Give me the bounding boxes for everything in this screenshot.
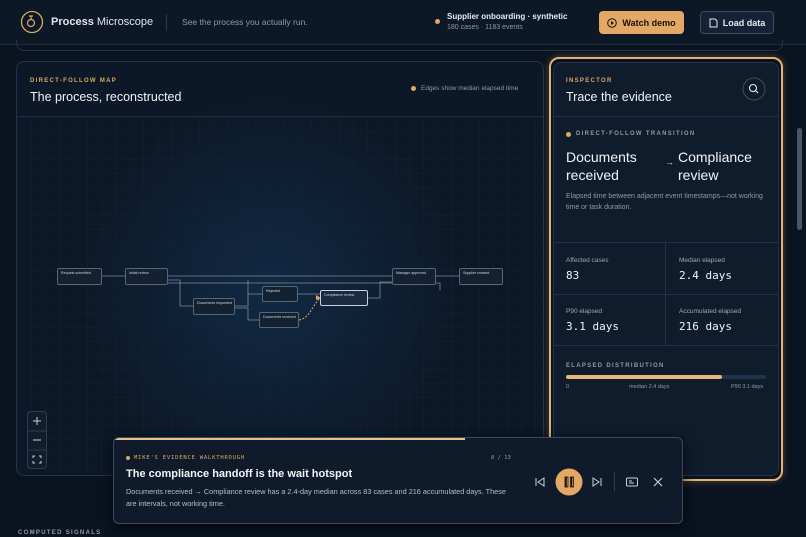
distribution-min: 0	[566, 384, 570, 390]
close-button[interactable]	[651, 475, 665, 489]
search-button[interactable]	[742, 77, 766, 101]
file-icon	[709, 18, 718, 27]
logo	[20, 10, 44, 34]
distribution-median: median 2.4 days	[629, 384, 670, 390]
stat-value: 216 days	[679, 320, 732, 333]
watch-demo-label: Watch demo	[622, 17, 676, 28]
scrollbar	[797, 128, 802, 230]
distribution-p90: P90 3.1 days	[731, 384, 764, 390]
panel-above	[16, 40, 783, 51]
map-node[interactable]: Request submitted	[57, 268, 102, 285]
status-dot	[435, 19, 440, 24]
transition-to: Compliance review	[678, 149, 752, 183]
map-node[interactable]: Documents received	[259, 312, 299, 328]
dataset-name: Supplier onboarding · synthetic	[447, 12, 568, 21]
stat-label: Affected cases	[566, 257, 609, 264]
section-heading: COMPUTED SIGNALS	[18, 530, 102, 536]
map-node-selected[interactable]: Compliance review	[320, 290, 368, 306]
previous-button[interactable]	[533, 475, 547, 489]
stats-grid: Affected cases 83 Median elapsed 2.4 day…	[553, 242, 779, 346]
stat-label: Accumulated elapsed	[679, 308, 742, 315]
play-icon	[607, 17, 618, 28]
watch-demo-button[interactable]: Watch demo	[599, 11, 684, 34]
stat-label: Median elapsed	[679, 257, 725, 264]
distribution-title: ELAPSED DISTRIBUTION	[566, 363, 665, 369]
stat-value: 2.4 days	[679, 269, 732, 282]
transition-arrow: →	[665, 157, 674, 167]
map-node[interactable]: Documents requested	[193, 298, 235, 315]
transition-description: Elapsed time between adjacent event time…	[566, 193, 763, 211]
divider	[166, 14, 167, 31]
map-node[interactable]: Rejected	[262, 286, 298, 302]
section-dot	[566, 132, 571, 137]
zoom-icons	[28, 417, 46, 464]
inspector-eyebrow: INSPECTOR	[566, 78, 613, 84]
walkthrough-card	[113, 437, 683, 524]
divider	[553, 116, 779, 117]
walkthrough-body: Documents received → Compliance review h…	[126, 487, 506, 508]
load-data-label: Load data	[722, 17, 766, 28]
map-node[interactable]: Supplier created	[459, 268, 503, 285]
pause-button[interactable]	[555, 468, 583, 496]
inspector-title: Trace the evidence	[566, 90, 672, 104]
legend-dot	[411, 86, 416, 91]
transition-from: Documents received	[566, 149, 637, 183]
stat-label: P90 elapsed	[566, 308, 603, 315]
stat-value: 83	[566, 269, 580, 282]
divider	[614, 472, 615, 491]
walkthrough-eyebrow: MIKE'S EVIDENCE WALKTHROUGH	[134, 455, 246, 461]
walkthrough-title: The compliance handoff is the wait hotsp…	[126, 468, 353, 480]
divider	[553, 294, 779, 295]
map-node[interactable]: Manager approved	[392, 268, 436, 285]
brand: Process Microscope	[51, 16, 153, 28]
distribution-fill	[566, 375, 722, 379]
load-data-button[interactable]: Load data	[700, 11, 774, 34]
map-node[interactable]: Initial review	[125, 268, 168, 285]
tagline: See the process you actually run.	[182, 17, 308, 27]
map-eyebrow: DIRECT-FOLLOW MAP	[30, 78, 118, 84]
inspector-panel	[553, 62, 779, 476]
brand-bold: Process	[51, 16, 94, 28]
zoom-controls	[27, 411, 47, 469]
brand-light: Microscope	[96, 16, 154, 28]
walkthrough-step: 8 / 13	[491, 455, 511, 461]
captions-button[interactable]	[625, 475, 639, 489]
map-title: The process, reconstructed	[30, 90, 182, 104]
dataset-stats: 180 cases · 1183 events	[447, 24, 523, 31]
map-divider	[17, 116, 543, 117]
stat-value: 3.1 days	[566, 320, 619, 333]
walkthrough-progress	[114, 438, 465, 440]
map-legend: Edges show median elapsed time	[421, 85, 519, 92]
next-button[interactable]	[590, 475, 604, 489]
section-label: DIRECT-FOLLOW TRANSITION	[576, 131, 696, 137]
walkthrough-dot	[126, 456, 130, 460]
